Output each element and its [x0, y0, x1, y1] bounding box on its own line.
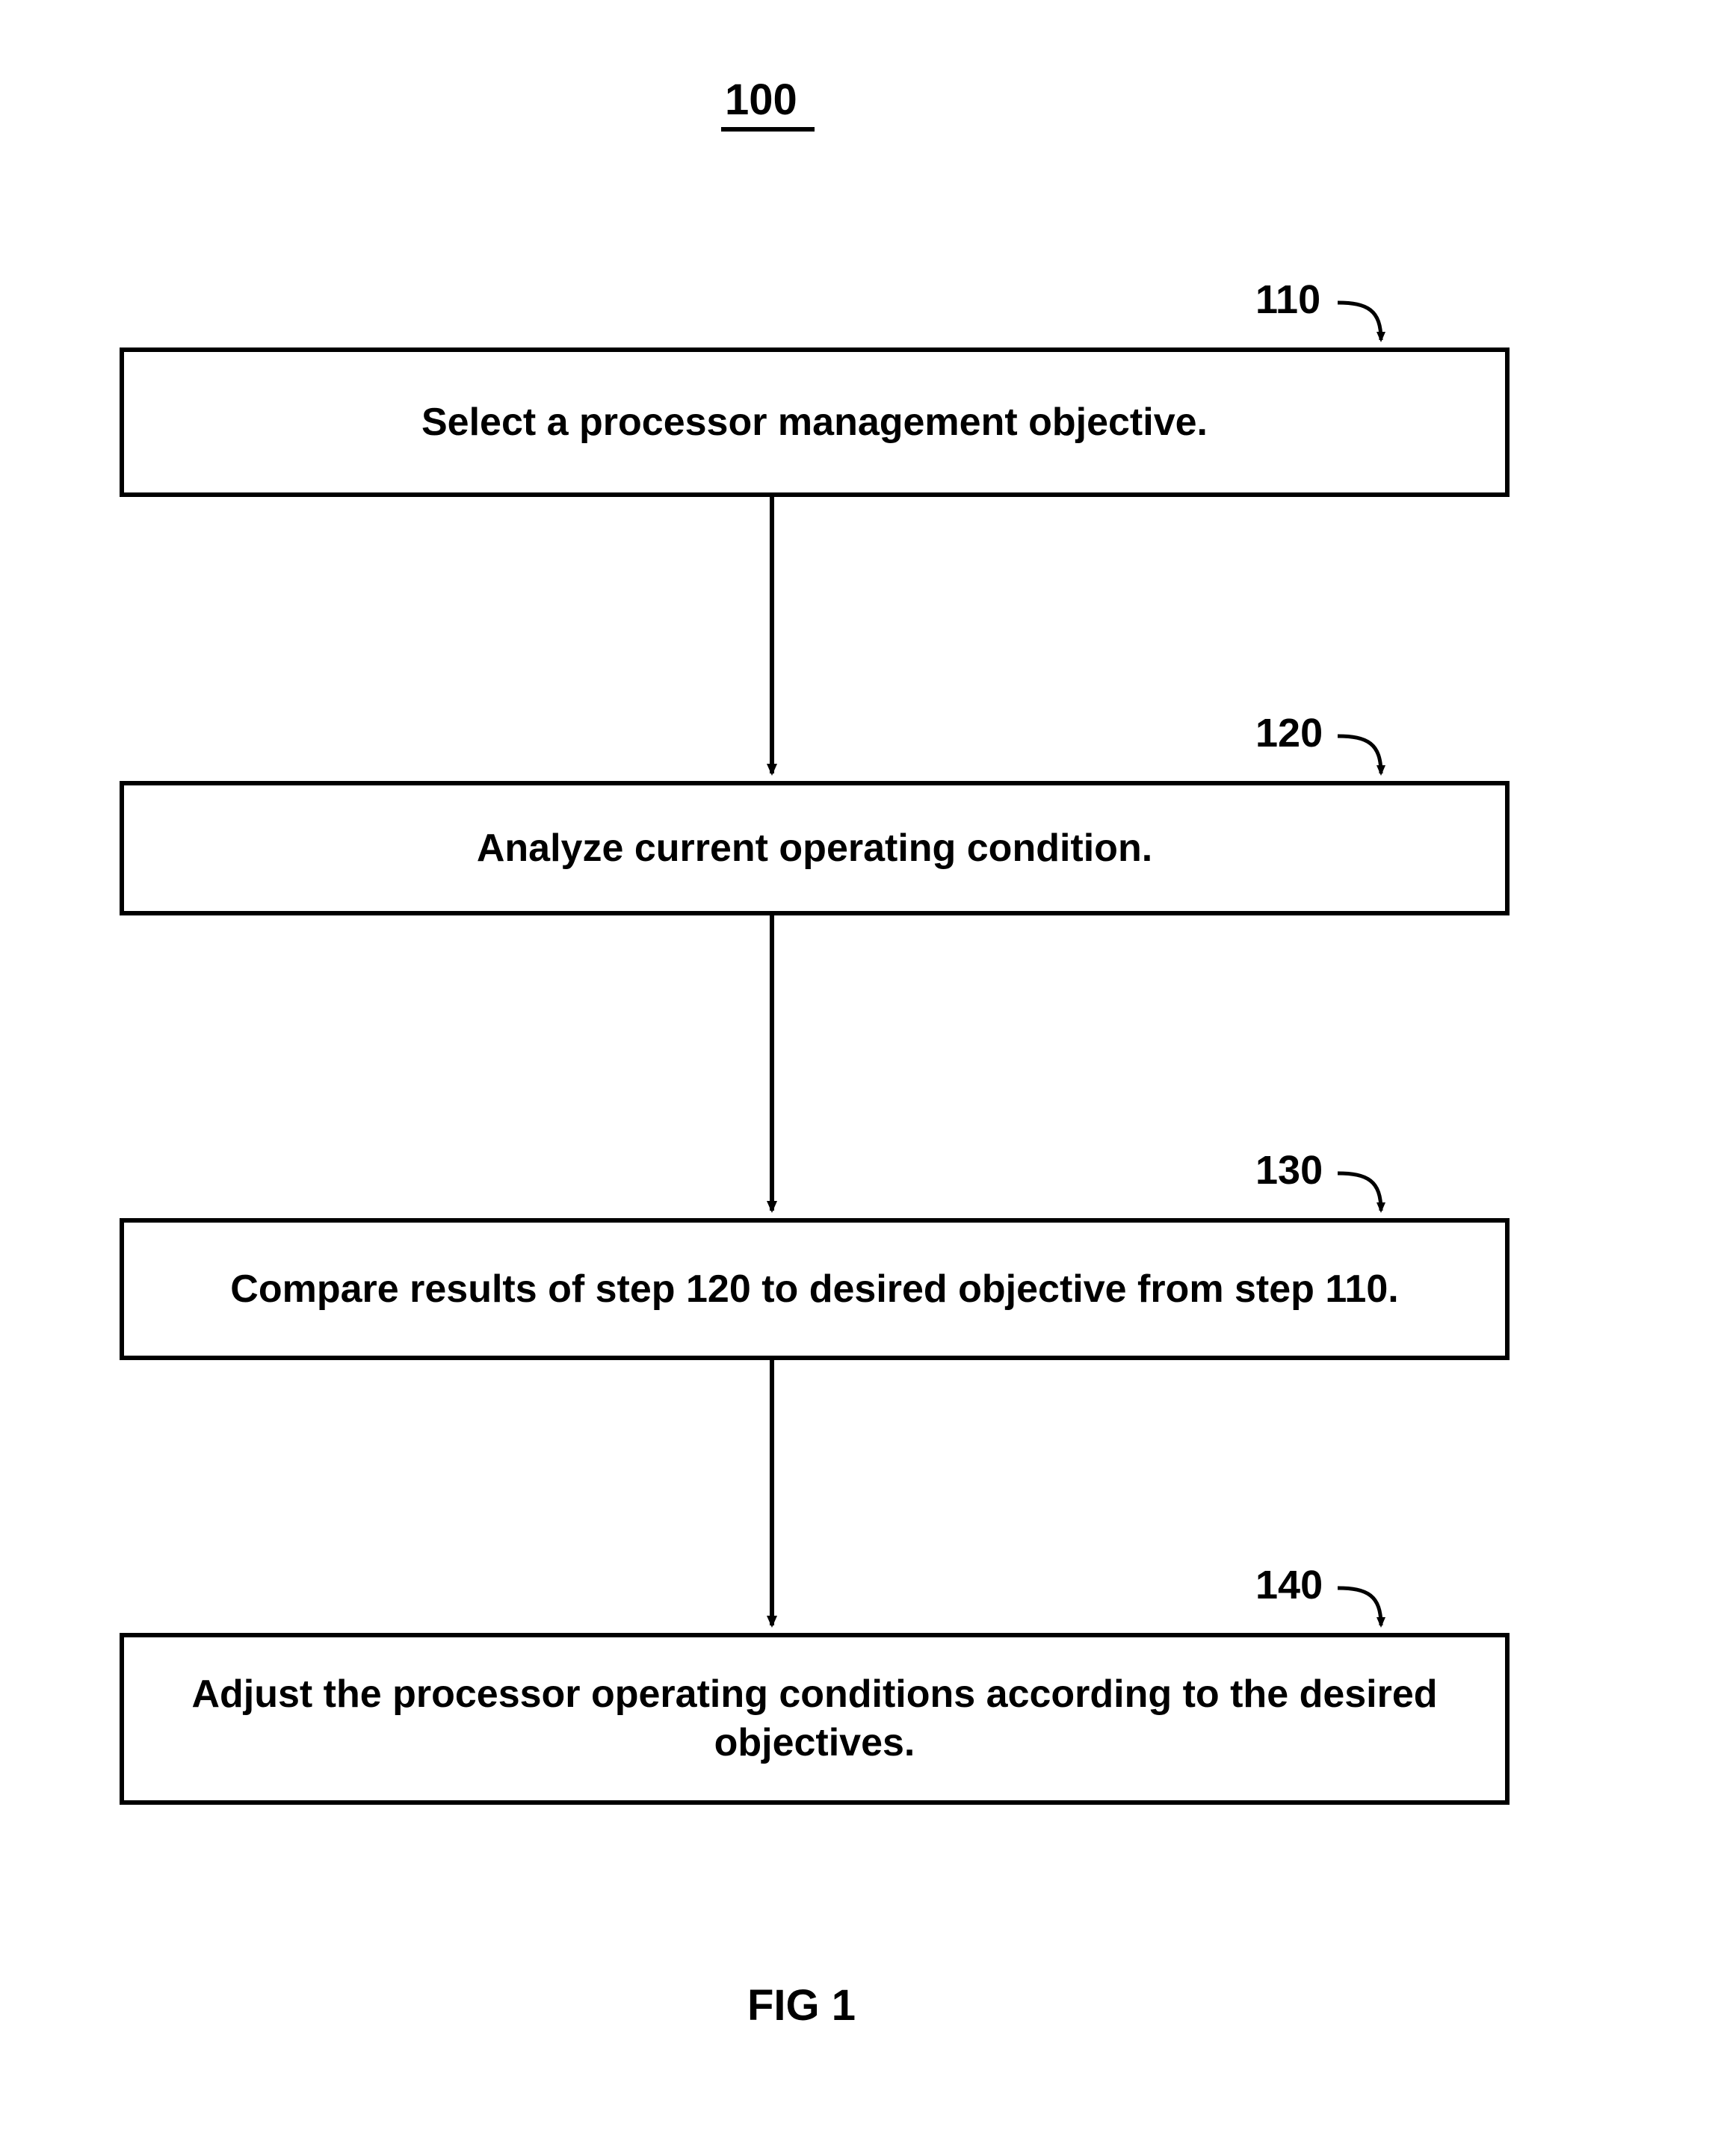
reference-hooks	[1338, 303, 1381, 1625]
reference-label-110: 110	[1255, 277, 1320, 323]
step-box-120: Analyze current operating condition.	[120, 781, 1510, 915]
step-box-140: Adjust the processor operating condition…	[120, 1633, 1510, 1805]
step-text: Adjust the processor operating condition…	[169, 1670, 1460, 1767]
step-text: Compare results of step 120 to desired o…	[230, 1265, 1398, 1314]
reference-hook-120	[1338, 736, 1381, 773]
figure-number: 100	[725, 75, 797, 125]
connectors-overlay	[0, 0, 1721, 2156]
step-text: Analyze current operating condition.	[477, 824, 1152, 873]
figure-number-underline	[721, 127, 815, 132]
reference-hook-140	[1338, 1588, 1381, 1625]
flowchart-figure: 100 Select a processor management object…	[0, 0, 1721, 2156]
step-text: Select a processor management objective.	[421, 398, 1208, 447]
reference-label-130: 130	[1255, 1147, 1323, 1193]
reference-label-140: 140	[1255, 1562, 1323, 1608]
step-box-130: Compare results of step 120 to desired o…	[120, 1218, 1510, 1360]
reference-label-120: 120	[1255, 710, 1323, 756]
reference-hook-130	[1338, 1173, 1381, 1211]
step-box-110: Select a processor management objective.	[120, 348, 1510, 497]
reference-hook-110	[1338, 303, 1381, 340]
figure-caption: FIG 1	[747, 1980, 856, 2030]
